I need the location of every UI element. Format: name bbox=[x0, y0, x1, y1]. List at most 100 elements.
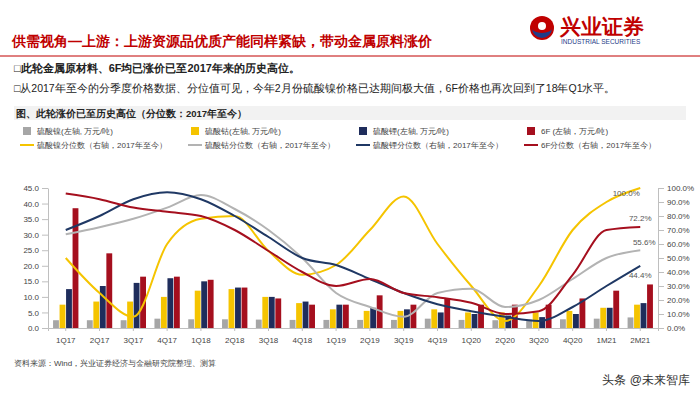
tick-label: 15.0 bbox=[23, 277, 39, 286]
tick-label: 4Q17 bbox=[157, 336, 177, 345]
tick-label: 80.0% bbox=[667, 212, 690, 221]
axis-line bbox=[48, 189, 49, 329]
tick: 1Q18 bbox=[191, 328, 211, 345]
tick-mark bbox=[42, 266, 48, 267]
bar bbox=[256, 320, 262, 328]
tick-mark bbox=[658, 188, 664, 189]
tick: 25.0 bbox=[23, 246, 48, 255]
tick: 45.0 bbox=[23, 184, 48, 193]
tick-mark bbox=[42, 235, 48, 236]
bar bbox=[357, 320, 363, 328]
line bbox=[66, 194, 641, 314]
tick-mark bbox=[505, 328, 506, 331]
bar bbox=[459, 320, 465, 328]
tick: 3Q18 bbox=[259, 328, 279, 345]
bar bbox=[404, 309, 410, 328]
tick-label: 3Q17 bbox=[124, 336, 144, 345]
chart-title: 图、此轮涨价已至历史高位（分位数：2017年至今） bbox=[16, 108, 247, 119]
bar bbox=[539, 317, 545, 328]
tick-mark bbox=[471, 328, 472, 331]
tick-label: 4Q19 bbox=[428, 336, 448, 345]
tick: 30.0 bbox=[23, 231, 48, 240]
tick: 10.0 bbox=[23, 293, 48, 302]
tick-mark bbox=[658, 216, 664, 217]
tick-label: 2M21 bbox=[630, 336, 651, 345]
tick-label: 3Q18 bbox=[259, 336, 279, 345]
bar bbox=[66, 289, 72, 328]
bar bbox=[161, 297, 167, 328]
legend-swatch bbox=[23, 127, 31, 135]
tick-mark bbox=[167, 328, 168, 331]
tick-label: 40.0% bbox=[667, 268, 690, 277]
tick: 0.0% bbox=[658, 324, 685, 333]
logo-icon bbox=[538, 22, 546, 30]
tick-mark bbox=[99, 328, 100, 331]
logo-name: 兴业证券 bbox=[559, 15, 644, 38]
tick-mark bbox=[658, 300, 664, 301]
bar bbox=[106, 253, 112, 328]
bar bbox=[391, 320, 397, 328]
bar bbox=[336, 305, 342, 328]
bar bbox=[600, 308, 606, 328]
bar bbox=[229, 289, 235, 328]
tick-mark bbox=[42, 250, 48, 251]
tick: 0.0 bbox=[28, 324, 48, 333]
bar bbox=[364, 311, 370, 328]
tick: 20.0% bbox=[658, 296, 690, 305]
bar bbox=[262, 297, 268, 328]
annotation: 72.2% bbox=[629, 214, 652, 223]
bar bbox=[560, 319, 566, 328]
legend-label: 硫酸锂(左轴, 万元/吨) bbox=[373, 127, 449, 136]
bar bbox=[370, 308, 376, 328]
bar bbox=[309, 305, 315, 328]
legend-swatch bbox=[527, 127, 535, 135]
header: 供需视角—上游：上游资源品优质产能同样紧缺，带动金属原料涨价 bbox=[11, 33, 433, 49]
bar bbox=[222, 319, 228, 328]
tick-label: 0.0 bbox=[28, 324, 40, 333]
tick: 1Q17 bbox=[56, 328, 76, 345]
tick: 4Q18 bbox=[293, 328, 313, 345]
logo-english: INDUSTRIAL SECURITIES bbox=[561, 38, 641, 45]
tick-mark bbox=[336, 328, 337, 331]
legend-label: 硫酸钴(左轴, 万元/吨) bbox=[205, 127, 281, 136]
bar bbox=[647, 284, 653, 328]
tick-mark bbox=[640, 328, 641, 331]
tick-label: 2Q20 bbox=[495, 336, 515, 345]
legend-swatch bbox=[191, 127, 199, 135]
bar bbox=[87, 320, 93, 328]
header-rule bbox=[0, 56, 700, 57]
bar bbox=[641, 303, 647, 328]
legend-swatch bbox=[524, 144, 538, 146]
bar bbox=[431, 309, 437, 328]
tick-label: 90.0% bbox=[667, 198, 690, 207]
bar bbox=[425, 319, 431, 328]
annotation: 100.0% bbox=[613, 189, 640, 198]
tick-mark bbox=[302, 328, 303, 331]
bar bbox=[195, 291, 201, 328]
legend-item: 硫酸锂分位数（右轴，2017年至今） bbox=[356, 141, 503, 150]
legend-swatch bbox=[359, 127, 367, 135]
legend-label: 6F分位数（右轴，2017年至今） bbox=[541, 141, 656, 150]
tick-mark bbox=[658, 314, 664, 315]
bar bbox=[573, 314, 579, 328]
tick: 4Q17 bbox=[157, 328, 177, 345]
axis: 0.05.010.015.020.025.030.035.040.045.0 bbox=[23, 184, 48, 333]
tick-label: 2Q18 bbox=[225, 336, 245, 345]
tick-label: 3Q19 bbox=[394, 336, 414, 345]
tick: 4Q19 bbox=[428, 328, 448, 345]
legend: 硫酸镍(左轴, 万元/吨)硫酸钴(左轴, 万元/吨)硫酸锂(左轴, 万元/吨)6… bbox=[20, 127, 656, 150]
tick-mark bbox=[658, 272, 664, 273]
tick-mark bbox=[658, 286, 664, 287]
bar bbox=[167, 278, 173, 328]
tick-label: 30.0% bbox=[667, 282, 690, 291]
source: 资料来源：Wind，兴业证券经济与金融研究院整理、测算 bbox=[14, 359, 216, 368]
tick: 40.0% bbox=[658, 268, 690, 277]
tick-mark bbox=[658, 230, 664, 231]
bar bbox=[444, 298, 450, 328]
tick-label: 45.0 bbox=[23, 184, 39, 193]
axis: 0.0%10.0%20.0%30.0%40.0%50.0%60.0%70.0%8… bbox=[658, 184, 694, 333]
tick-label: 2Q19 bbox=[360, 336, 380, 345]
tick: 80.0% bbox=[658, 212, 690, 221]
tick-mark bbox=[42, 188, 48, 189]
legend-swatch bbox=[356, 144, 370, 146]
